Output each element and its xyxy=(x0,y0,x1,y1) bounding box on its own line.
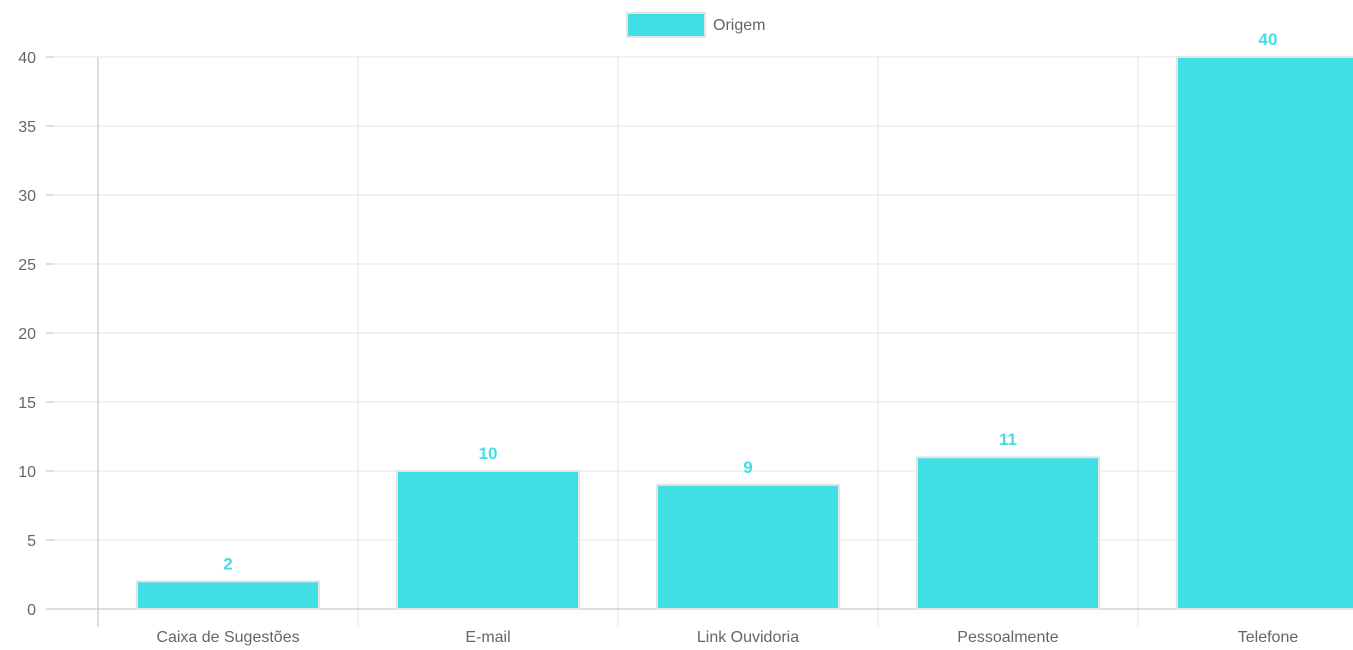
x-tick-label: Pessoalmente xyxy=(957,629,1058,646)
data-labels: 2 10 9 11 40 xyxy=(223,30,1277,573)
y-tick-label: 35 xyxy=(18,119,36,136)
y-tick-label: 30 xyxy=(18,188,36,205)
data-label: 40 xyxy=(1259,30,1278,49)
bar-telefone[interactable] xyxy=(1176,56,1353,610)
legend-label-origem[interactable]: Origem xyxy=(713,17,765,34)
legend-swatch-origem[interactable] xyxy=(626,12,706,38)
bars xyxy=(136,56,1353,611)
grid-lines xyxy=(54,56,1353,627)
data-label: 2 xyxy=(223,554,232,573)
bar-link-ouvidoria[interactable] xyxy=(656,483,840,610)
y-tick-label: 0 xyxy=(27,602,36,619)
y-tick-label: 10 xyxy=(18,464,36,481)
y-axis-ticks: 0 5 10 15 20 25 30 35 40 xyxy=(18,50,54,619)
data-label: 9 xyxy=(743,458,752,477)
x-tick-label: Telefone xyxy=(1238,629,1299,646)
x-axis-ticks: Caixa de Sugestões E-mail Link Ouvidoria Pe… xyxy=(156,629,1298,646)
y-tick-label: 25 xyxy=(18,257,36,274)
x-tick-label: Caixa de Sugestões xyxy=(156,629,299,646)
legend[interactable]: Origem xyxy=(626,12,765,38)
data-label: 11 xyxy=(999,430,1017,449)
y-tick-label: 40 xyxy=(18,50,36,67)
bar-pessoalmente[interactable] xyxy=(916,456,1100,611)
y-tick-label: 15 xyxy=(18,395,36,412)
y-tick-label: 20 xyxy=(18,326,36,343)
data-label: 10 xyxy=(479,444,498,463)
bar-e-mail[interactable] xyxy=(396,470,580,610)
x-tick-label: Link Ouvidoria xyxy=(697,629,799,646)
y-tick-label: 5 xyxy=(27,533,36,550)
x-tick-label: E-mail xyxy=(465,629,510,646)
bar-caixa-de-sugest-es[interactable] xyxy=(136,580,320,611)
